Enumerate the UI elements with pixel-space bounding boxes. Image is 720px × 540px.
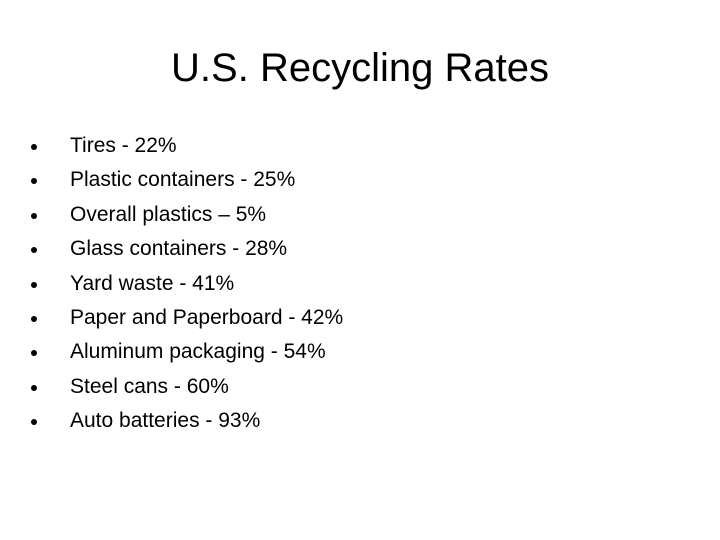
bullet-item: Tires - 22% [0, 129, 343, 163]
bullet-item: Aluminum packaging - 54% [0, 335, 343, 369]
bullet [31, 247, 37, 254]
bullet [31, 178, 37, 185]
bullet-list: Tires - 22% Plastic containers - 25% Overa… [0, 129, 343, 439]
bullet-item: Paper and Paperboard - 42% [0, 301, 343, 335]
bullet [31, 144, 37, 150]
bullet [31, 315, 37, 322]
bullet [31, 350, 37, 357]
bullet-text: Tires - 22% [70, 134, 177, 157]
bullet-item: Steel cans - 60% [0, 370, 343, 404]
bullet-text: Steel cans - 60% [70, 374, 229, 398]
bullet [31, 384, 37, 391]
bullet [31, 212, 37, 219]
bullet-text: Glass containers - 28% [70, 237, 288, 261]
bullet-item: Overall plastics – 5% [0, 198, 343, 232]
bullet-text: Yard waste - 41% [70, 271, 235, 295]
bullet-text: Overall plastics – 5% [70, 202, 267, 226]
bullet-text: Aluminum packaging - 54% [70, 340, 326, 364]
bullet-item: Plastic containers - 25% [0, 163, 343, 197]
bullet-text: Paper and Paperboard - 42% [70, 305, 344, 329]
bullet-text: Plastic containers - 25% [70, 168, 296, 192]
bullet-item: Yard waste - 41% [0, 267, 343, 301]
bullet-item: Glass containers - 28% [0, 232, 343, 266]
bullet [31, 419, 37, 426]
bullet [31, 281, 37, 288]
bullet-item: Auto batteries - 93% [0, 404, 343, 438]
bullet-text: Auto batteries - 93% [70, 409, 261, 433]
slide-title: U.S. Recycling Rates [171, 46, 549, 90]
